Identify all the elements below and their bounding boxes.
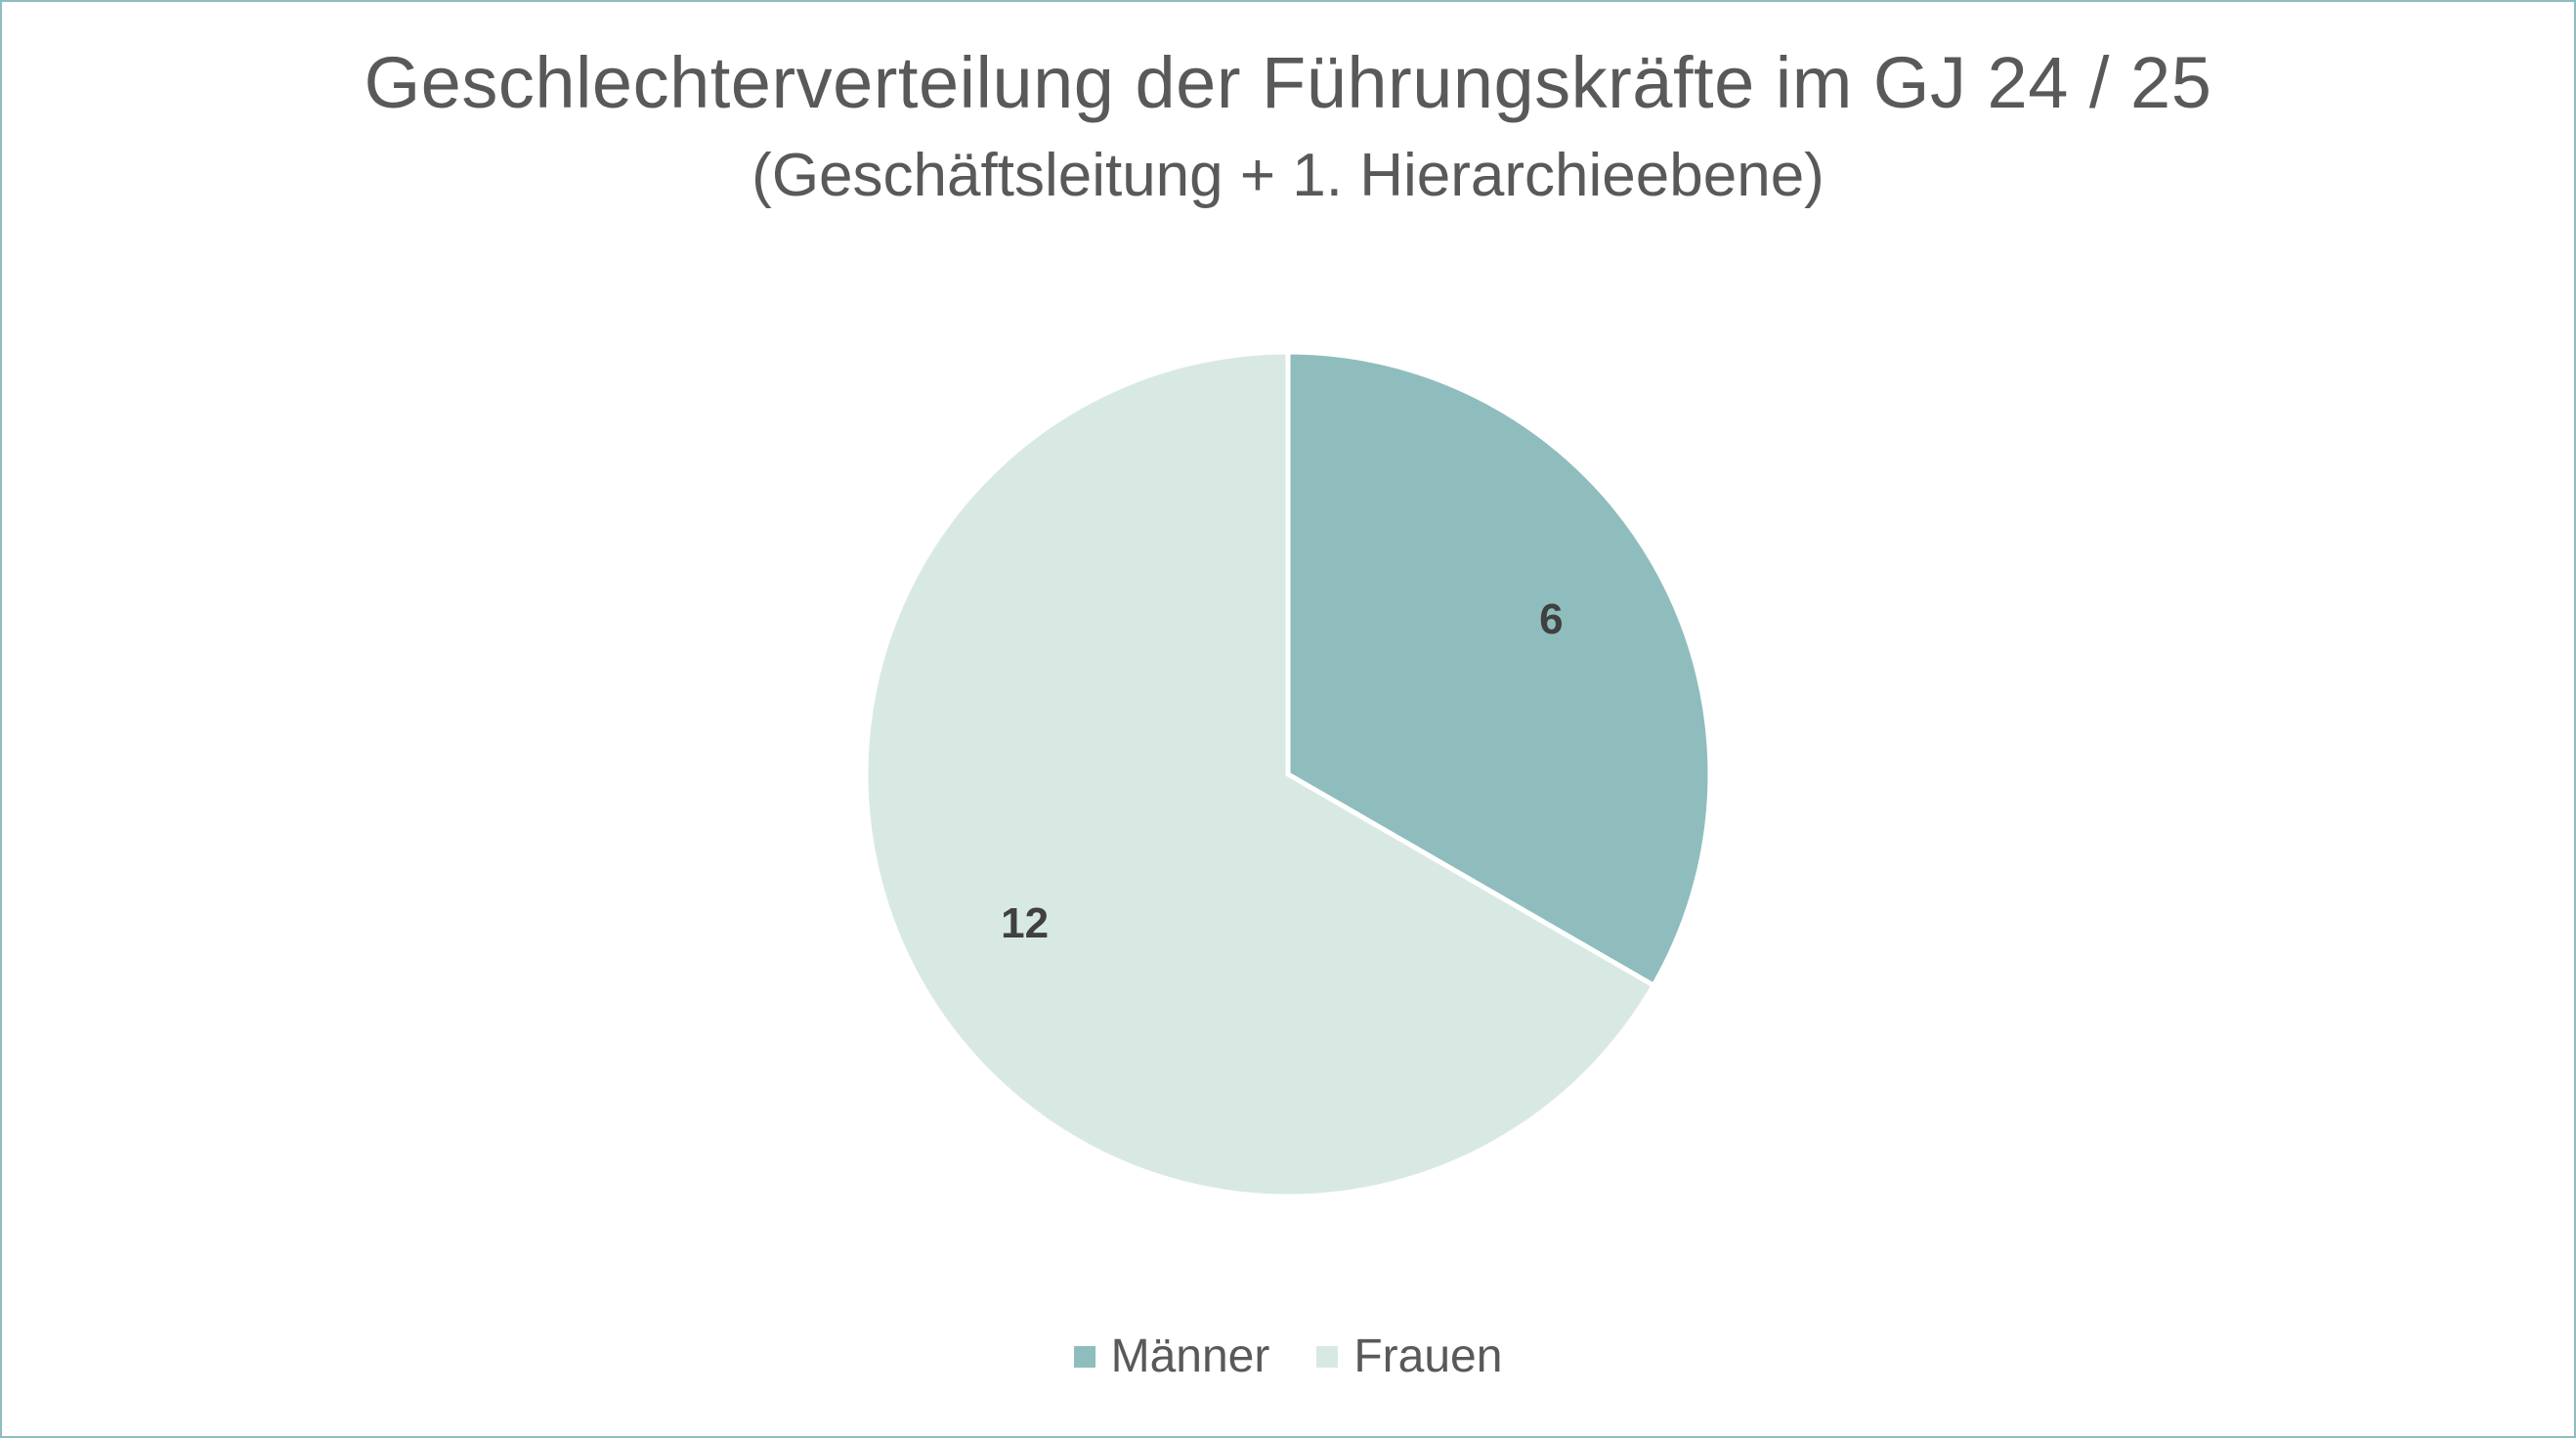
legend-swatch-maenner bbox=[1073, 1345, 1095, 1368]
data-label-frauen: 12 bbox=[1001, 899, 1049, 947]
chart-title: Geschlechterverteilung der Führungskräft… bbox=[364, 42, 2212, 123]
legend-swatch-frauen bbox=[1316, 1345, 1339, 1368]
pie-slice-maenner bbox=[1285, 349, 1713, 988]
legend-item-maenner: Männer bbox=[1073, 1329, 1270, 1383]
legend-label-maenner: Männer bbox=[1110, 1330, 1270, 1382]
legend-label-frauen: Frauen bbox=[1353, 1330, 1503, 1382]
chart-subtitle: (Geschäftsleitung + 1. Hierarchieebene) bbox=[751, 142, 1825, 209]
chart-legend: Männer Frauen bbox=[0, 1329, 2576, 1383]
data-label-maenner: 6 bbox=[1539, 595, 1563, 643]
pie-slice-frauen bbox=[863, 349, 1656, 1199]
legend-item-frauen: Frauen bbox=[1316, 1329, 1502, 1383]
pie-data-labels: 6 12 bbox=[1001, 595, 1563, 947]
pie-slices bbox=[863, 349, 1713, 1199]
